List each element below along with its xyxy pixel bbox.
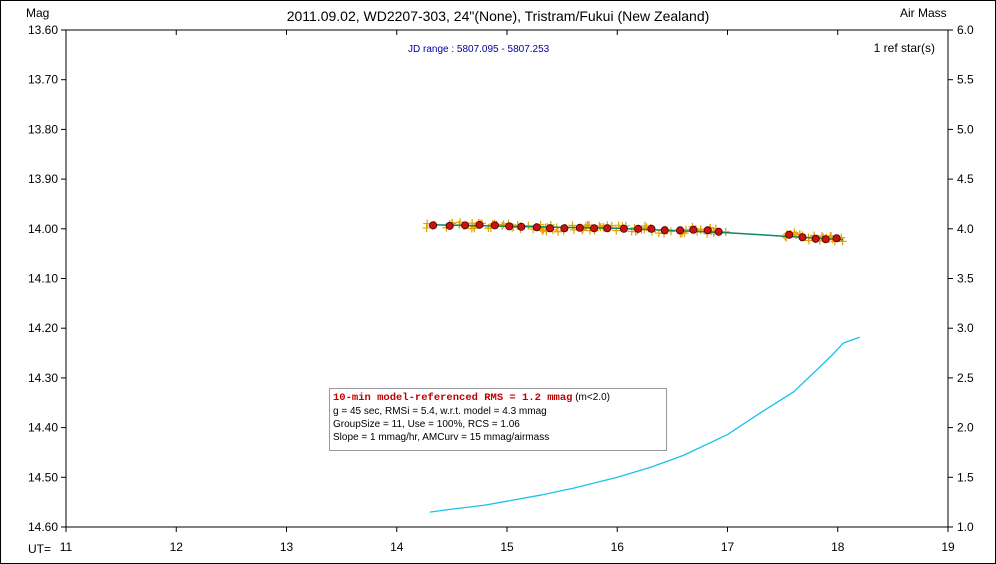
y-axis-right-label: Air Mass <box>900 6 947 20</box>
stats-info-box: 10-min model-referenced RMS = 1.2 mmag (… <box>329 388 667 451</box>
binned-point <box>660 226 669 235</box>
jd-range-label: JD range : 5807.095 - 5807.253 <box>408 44 550 55</box>
binned-point <box>832 234 841 243</box>
x-tick-label: 14 <box>390 540 404 554</box>
binned-point <box>517 222 526 231</box>
binned-point <box>445 221 454 230</box>
x-tick-label: 17 <box>721 540 735 554</box>
binned-point <box>785 230 794 239</box>
y-axis-left-label: Mag <box>26 6 49 20</box>
binned-point <box>590 224 599 233</box>
raw-point <box>838 237 847 246</box>
x-tick-label: 11 <box>60 540 73 554</box>
x-tick-label: 19 <box>941 540 955 554</box>
binned-point <box>475 220 484 229</box>
y-right-tick-label: 1.0 <box>957 520 974 534</box>
binned-point <box>560 224 569 233</box>
y-left-tick-label: 14.60 <box>28 520 58 534</box>
y-right-tick-label: 5.0 <box>957 122 974 136</box>
binned-point <box>505 222 514 231</box>
x-axis-label: UT= <box>28 542 51 556</box>
rms-suffix: (m<2.0) <box>572 392 610 403</box>
plot-area <box>65 29 949 528</box>
binned-point <box>676 226 685 235</box>
y-right-tick-label: 6.0 <box>957 23 974 37</box>
binned-point <box>545 224 554 233</box>
binned-point <box>811 234 820 243</box>
binned-point <box>689 225 698 234</box>
raw-point <box>553 227 562 236</box>
binned-point <box>603 224 612 233</box>
x-tick-label: 15 <box>500 540 514 554</box>
x-tick-label: 12 <box>170 540 184 554</box>
info-line-4: Slope = 1 mmag/hr, AMCurv = 15 mmag/airm… <box>333 432 550 443</box>
binned-point <box>821 235 830 244</box>
raw-point <box>524 221 533 230</box>
x-tick-label: 16 <box>611 540 625 554</box>
raw-point <box>640 221 649 230</box>
info-line-3: GroupSize = 11, Use = 100%, RCS = 1.06 <box>333 419 520 430</box>
y-right-tick-label: 3.0 <box>957 321 974 335</box>
binned-point <box>619 224 628 233</box>
binned-point <box>714 227 723 236</box>
raw-point <box>422 223 431 232</box>
ref-stars-label: 1 ref star(s) <box>874 41 935 55</box>
binned-point <box>647 224 656 233</box>
binned-point <box>634 224 643 233</box>
y-right-tick-label: 4.5 <box>957 172 974 186</box>
binned-point <box>461 221 470 230</box>
y-left-tick-label: 14.10 <box>28 272 58 286</box>
y-left-tick-label: 13.70 <box>28 73 58 87</box>
y-left-tick-label: 13.80 <box>28 122 58 136</box>
binned-point <box>575 223 584 232</box>
x-tick-label: 13 <box>280 540 294 554</box>
y-right-tick-label: 2.0 <box>957 421 974 435</box>
y-right-tick-label: 5.5 <box>957 73 974 87</box>
binned-point <box>429 221 438 230</box>
chart-title: 2011.09.02, WD2207-303, 24"(None), Trist… <box>287 8 710 24</box>
y-left-tick-label: 14.20 <box>28 321 58 335</box>
x-tick-label: 18 <box>831 540 845 554</box>
y-left-tick-label: 14.30 <box>28 371 58 385</box>
y-right-tick-label: 1.5 <box>957 470 974 484</box>
y-right-tick-label: 3.5 <box>957 272 974 286</box>
y-right-tick-label: 4.0 <box>957 222 974 236</box>
binned-point <box>490 221 499 230</box>
rms-highlight: 10-min model-referenced RMS = 1.2 mmag <box>333 392 573 404</box>
airmass-curve <box>429 336 861 513</box>
binned-point <box>532 223 541 232</box>
y-left-tick-label: 13.90 <box>28 172 58 186</box>
binned-point <box>703 226 712 235</box>
y-left-tick-label: 14.50 <box>28 470 58 484</box>
y-left-tick-label: 13.60 <box>28 23 58 37</box>
y-left-tick-label: 14.00 <box>28 222 58 236</box>
info-line-2: g = 45 sec, RMSi = 5.4, w.r.t. model = 4… <box>333 406 547 417</box>
binned-point <box>798 233 807 242</box>
y-right-tick-label: 2.5 <box>957 371 974 385</box>
y-left-tick-label: 14.40 <box>28 421 58 435</box>
